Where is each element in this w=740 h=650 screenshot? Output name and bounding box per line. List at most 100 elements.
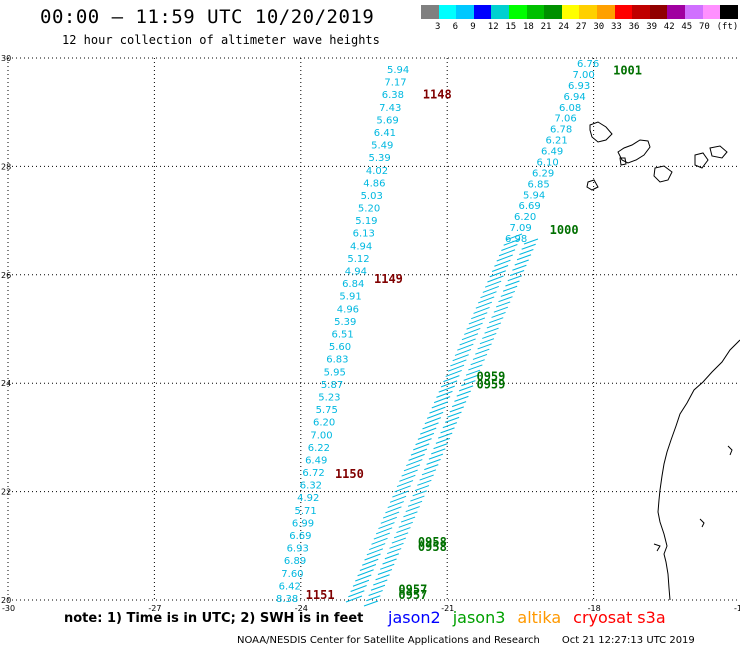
timestamp: Oct 21 12:27:13 UTC 2019 xyxy=(561,635,695,646)
lon-label: -30 xyxy=(2,604,15,613)
pass-time-label: 0957 xyxy=(398,588,427,602)
track-mark xyxy=(424,464,439,471)
track-mark xyxy=(473,306,490,314)
track-mark xyxy=(466,322,483,330)
pass-time-label: 1000 xyxy=(550,223,579,237)
cryosat-swh-value: 5.87 xyxy=(321,380,343,391)
jason3-swh-value: 5.94 xyxy=(523,190,545,201)
jason3-swh-value: 6.69 xyxy=(519,201,541,212)
cryosat-swh-value: 5.75 xyxy=(316,405,338,416)
pass-time-label: 0959 xyxy=(476,369,505,383)
track-mark xyxy=(359,564,377,571)
track-mark xyxy=(498,249,516,257)
track-mark xyxy=(438,432,453,439)
legend-label: 6 xyxy=(452,22,459,32)
legend-label: 3 xyxy=(435,22,441,32)
cryosat-swh-value: 4.94 xyxy=(350,241,372,252)
satellite-legend: jason2 jason3 altika cryosat s3a xyxy=(388,608,678,627)
satellite-label: altika xyxy=(517,608,562,627)
track-mark xyxy=(458,385,474,392)
legend-swatch xyxy=(508,5,527,19)
track-mark xyxy=(415,438,432,446)
legend-swatch xyxy=(526,5,545,19)
track-mark xyxy=(422,422,439,430)
track-mark xyxy=(500,290,515,297)
track-mark xyxy=(363,600,379,607)
track-mark xyxy=(489,270,506,278)
track-mark xyxy=(378,522,395,530)
track-mark xyxy=(362,558,379,566)
track-mark xyxy=(391,537,406,544)
track-mark xyxy=(440,380,458,388)
cryosat-swh-value: 5.49 xyxy=(371,141,393,152)
track-mark xyxy=(403,464,421,472)
track-mark xyxy=(426,458,441,465)
cryosat-swh-value: 6.84 xyxy=(342,279,364,290)
track-mark xyxy=(431,401,448,409)
track-mark xyxy=(419,474,434,481)
cryosat-swh-value: 4.96 xyxy=(337,304,359,315)
cryosat-swh-value: 5.39 xyxy=(334,317,356,328)
track-mark xyxy=(382,558,397,565)
track-mark xyxy=(502,285,518,292)
legend-label: 39 xyxy=(646,22,658,32)
track-mark xyxy=(484,327,499,334)
satellite-label: jason2 xyxy=(388,608,441,627)
track-mark xyxy=(357,569,374,577)
track-mark xyxy=(375,527,393,535)
cryosat-swh-value: 6.51 xyxy=(332,330,354,341)
track-mark xyxy=(470,359,485,366)
track-mark xyxy=(426,411,444,419)
track-mark xyxy=(465,369,481,376)
track-mark xyxy=(382,511,400,519)
track-mark xyxy=(477,296,495,304)
lat-label: 24 xyxy=(1,379,11,388)
pass-time-label: 1151 xyxy=(306,588,335,602)
cryosat-swh-value: 6.38 xyxy=(382,90,404,101)
island-outline xyxy=(653,165,673,183)
jason3-swh-value: 6.85 xyxy=(528,179,550,190)
track-mark xyxy=(375,574,390,581)
track-mark xyxy=(484,280,502,288)
legend-color-bar xyxy=(421,5,740,19)
track-mark xyxy=(487,275,504,283)
track-mark xyxy=(366,595,381,602)
island-outline xyxy=(709,145,728,159)
pass-time-label: 1149 xyxy=(374,272,403,286)
track-mark xyxy=(493,306,509,313)
jason3-swh-value: 6.20 xyxy=(514,212,536,223)
track-mark xyxy=(454,395,469,402)
african-coast xyxy=(657,339,740,601)
cryosat-swh-value: 6.13 xyxy=(353,229,375,240)
legend-label: 21 xyxy=(540,22,552,32)
track-mark xyxy=(451,401,467,408)
track-mark xyxy=(417,479,432,486)
track-mark xyxy=(472,353,488,360)
lat-label: 26 xyxy=(1,271,11,280)
track-mark xyxy=(417,432,435,440)
track-mark xyxy=(431,448,446,455)
cryosat-swh-value: 5.20 xyxy=(358,204,380,215)
track-mark xyxy=(350,585,367,592)
track-mark xyxy=(355,574,372,582)
jason3-swh-value: 6.08 xyxy=(559,103,581,114)
track-mark xyxy=(479,338,495,345)
legend-swatch xyxy=(456,5,474,19)
track-mark xyxy=(387,548,402,555)
track-mark xyxy=(420,427,437,435)
jason3-swh-value: 6.93 xyxy=(568,81,590,92)
wave-height-legend: 3 6 9 12 15 18 21 24 27 30 33 36 39 42 45 70 (ft) xyxy=(421,5,740,35)
legend-swatch xyxy=(421,5,439,19)
track-mark xyxy=(463,374,478,381)
track-mark xyxy=(489,317,504,324)
track-mark xyxy=(424,417,442,425)
legend-label: 9 xyxy=(470,22,476,32)
cryosat-swh-value: 6.20 xyxy=(313,418,335,429)
jason3-swh-value: 7.09 xyxy=(510,223,532,234)
satellite-label: cryosat s3a xyxy=(573,608,666,627)
legend-label: 45 xyxy=(681,22,693,32)
cryosat-swh-value: 4.94 xyxy=(345,267,367,278)
track-mark xyxy=(516,254,532,261)
legend-label: 12 xyxy=(487,22,499,32)
legend-swatch xyxy=(596,5,615,19)
